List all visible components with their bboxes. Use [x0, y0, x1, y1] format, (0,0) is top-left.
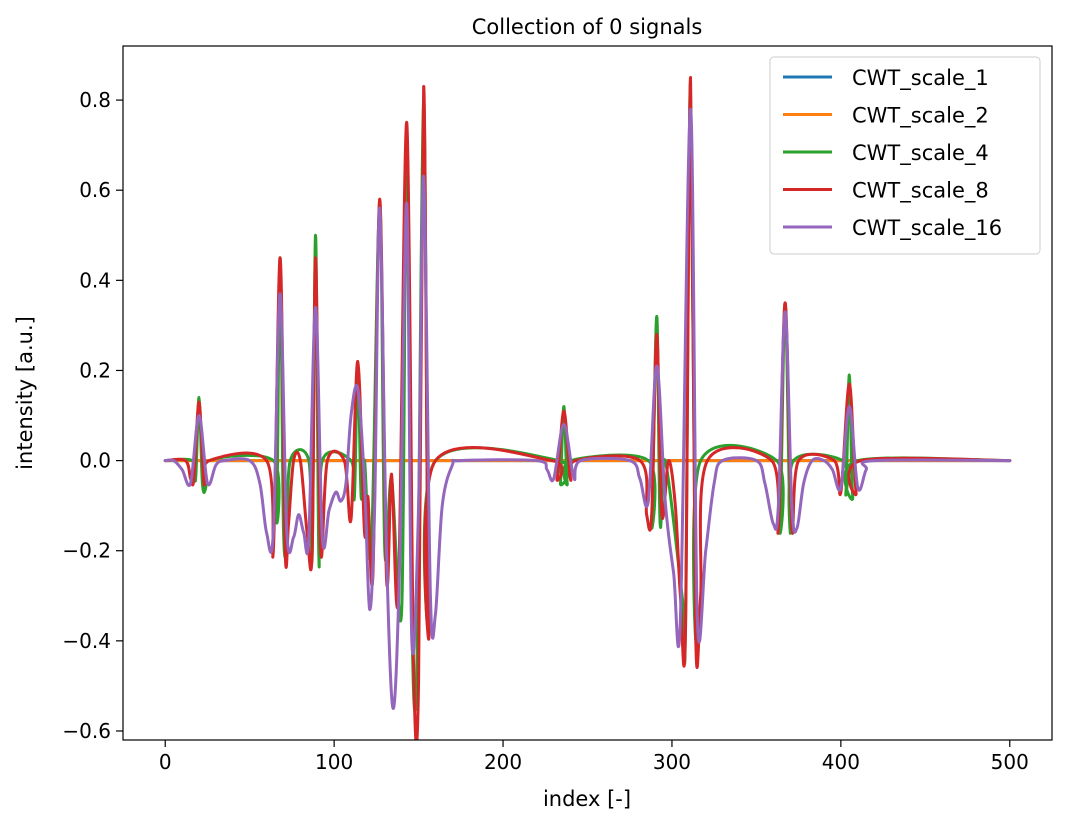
y-tick-label: −0.6: [62, 719, 111, 743]
legend-box: [769, 56, 1041, 255]
x-axis: 0 100 200 300 400 500: [159, 740, 1029, 774]
legend-label: CWT_scale_4: [852, 141, 989, 166]
legend-label: CWT_scale_1: [852, 66, 989, 91]
x-tick-label: 500: [991, 750, 1029, 774]
x-tick-label: 400: [822, 750, 860, 774]
x-tick-label: 200: [484, 750, 522, 774]
y-tick-label: 0.0: [79, 449, 111, 473]
x-tick-label: 300: [653, 750, 691, 774]
series-line-cwt-scale-16: [163, 107, 1012, 710]
legend: CWT_scale_1 CWT_scale_2 CWT_scale_4 CWT_sca…: [769, 56, 1041, 255]
chart-title: Collection of 0 signals: [472, 15, 703, 39]
y-tick-label: 0.2: [79, 358, 111, 382]
series-group: [163, 76, 1012, 740]
y-axis: −0.6 −0.4 −0.2 0.0 0.2 0.4 0.6 0.8: [62, 88, 123, 743]
y-tick-label: −0.2: [62, 539, 111, 563]
y-axis-label: intensity [a.u.]: [13, 316, 37, 470]
series-line-cwt-scale-8: [163, 76, 1012, 740]
x-tick-label: 100: [315, 750, 353, 774]
y-tick-label: 0.6: [79, 178, 111, 202]
legend-label: CWT_scale_2: [852, 104, 989, 129]
plot-frame: [122, 45, 1053, 741]
y-tick-label: −0.4: [62, 629, 111, 653]
legend-label: CWT_scale_16: [852, 216, 1002, 241]
x-axis-label: index [-]: [543, 787, 631, 811]
x-tick-label: 0: [159, 750, 172, 774]
series-line-cwt-scale-4: [163, 80, 1012, 713]
y-tick-label: 0.4: [79, 268, 111, 292]
legend-label: CWT_scale_8: [852, 179, 989, 204]
y-tick-label: 0.8: [79, 88, 111, 112]
